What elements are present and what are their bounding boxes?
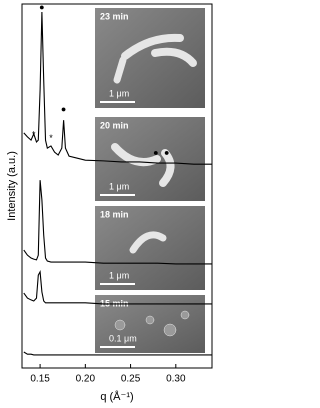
particle (145, 315, 155, 325)
annotation: ● (164, 148, 169, 158)
annotation: * (49, 133, 53, 143)
annotation: * (32, 129, 36, 139)
rod (113, 56, 127, 84)
particle (163, 323, 177, 337)
sem-features (114, 310, 190, 337)
inset-label: 15 min (100, 298, 129, 308)
particle (114, 319, 126, 331)
inset-label: 18 min (100, 209, 129, 219)
scale-bar-label: 0.1 μm (109, 333, 137, 343)
scale-bar-label: 1 μm (109, 270, 129, 280)
plot-frame (21, 3, 213, 369)
sem-features (111, 143, 175, 187)
scale-bar-label: 1 μm (109, 88, 129, 98)
chart: Intensity (a.u.) q (Å⁻¹) 23 min 1 μm 20 mi… (6, 2, 213, 403)
scale-bar-label: 1 μm (109, 181, 129, 191)
sem-features (113, 33, 197, 84)
annotation: ● (61, 104, 66, 114)
rod (159, 149, 175, 187)
curve (23, 270, 212, 305)
curve (23, 180, 212, 265)
inset-label: 23 min (100, 11, 129, 21)
rod (129, 231, 167, 254)
sem-features (129, 231, 167, 254)
rod (121, 33, 184, 60)
x-axis-title: q (Å⁻¹) (100, 390, 133, 403)
sem-image (95, 206, 205, 290)
particle (180, 310, 190, 320)
x-tick-label: 0.15 (30, 374, 50, 385)
inset-label: 20 min (100, 120, 129, 130)
x-tick-label: 0.30 (166, 374, 186, 385)
y-axis-title: Intensity (a.u.) (6, 151, 18, 221)
rod (111, 143, 161, 166)
annotation: ● (39, 2, 44, 12)
annotation: ● (153, 148, 158, 158)
rod (151, 47, 197, 67)
x-tick-label: 0.25 (121, 374, 141, 385)
curve (23, 351, 212, 356)
x-tick-label: 0.20 (76, 374, 96, 385)
curve (23, 11, 212, 165)
